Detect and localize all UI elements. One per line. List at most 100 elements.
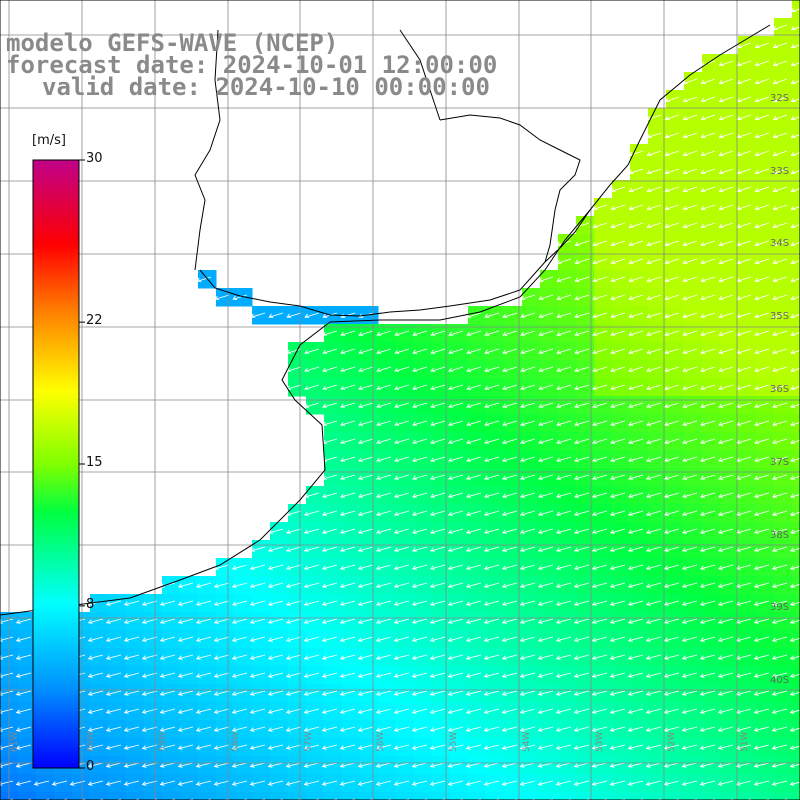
wind-arrow [520, 402, 536, 408]
wind-cell [270, 612, 289, 631]
wind-arrow [718, 510, 734, 516]
wind-cell [378, 396, 397, 415]
wind-cell [558, 360, 577, 379]
wind-cell [180, 612, 199, 631]
wind-arrow [754, 510, 770, 516]
wind-arrow [484, 312, 500, 318]
wind-cell [666, 270, 685, 289]
wind-cell [108, 738, 127, 757]
wind-cell [324, 630, 343, 649]
wind-arrow [123, 726, 140, 732]
wind-arrow [592, 240, 608, 246]
wind-cell [756, 216, 775, 235]
coastline [0, 24, 771, 616]
wind-cell [468, 738, 487, 757]
wind-cell [342, 468, 361, 487]
wind-cell [540, 306, 559, 325]
wind-cell [594, 234, 613, 253]
wind-cell [504, 720, 523, 739]
wind-cell [342, 324, 361, 343]
wind-arrow [394, 474, 410, 480]
wind-arrow [754, 186, 770, 192]
wind-cell [576, 612, 595, 631]
wind-arrow [790, 169, 800, 174]
wind-cell [666, 198, 685, 217]
wind-arrow [249, 690, 266, 696]
wind-cell [450, 360, 469, 379]
wind-cell [684, 702, 703, 721]
wind-arrow [682, 312, 698, 318]
wind-arrow [195, 600, 212, 606]
wind-cell [540, 270, 559, 289]
wind-cell [594, 360, 613, 379]
wind-cell [90, 738, 109, 757]
wind-cell [576, 360, 595, 379]
wind-cell [126, 684, 145, 703]
wind-cell [432, 558, 451, 577]
wind-arrow [772, 456, 788, 462]
wind-arrow [609, 762, 626, 768]
wind-cell [216, 666, 235, 685]
wind-arrow [627, 546, 644, 552]
wind-arrow [790, 493, 800, 498]
wind-arrow [285, 744, 302, 750]
wind-arrow [664, 312, 680, 318]
wind-arrow [484, 420, 500, 426]
wind-cell [504, 684, 523, 703]
wind-cell [396, 360, 415, 379]
wind-cell [414, 720, 433, 739]
wind-arrow [105, 618, 122, 624]
wind-cell [468, 720, 487, 739]
wind-arrow [502, 348, 518, 354]
wind-cell [666, 666, 685, 685]
wind-cell [450, 738, 469, 757]
wind-cell [396, 684, 415, 703]
wind-cell [540, 378, 559, 397]
wind-arrow [520, 330, 536, 336]
wind-arrow [105, 654, 122, 660]
wind-arrow [123, 708, 140, 714]
wind-cell [162, 576, 181, 595]
wind-cell [792, 234, 800, 253]
wind-cell [648, 396, 667, 415]
wind-cell [396, 432, 415, 451]
wind-arrow [754, 366, 770, 372]
wind-cell [450, 684, 469, 703]
wind-cell [756, 666, 775, 685]
wind-arrow [718, 276, 734, 282]
wind-cell [594, 216, 613, 235]
wind-cell [198, 738, 217, 757]
wind-cell [684, 774, 703, 793]
wind-arrow [771, 600, 788, 606]
wind-cell [324, 738, 343, 757]
wind-arrow [249, 780, 266, 786]
wind-arrow [519, 600, 536, 606]
wind-arrow [430, 384, 446, 390]
wind-arrow [699, 582, 716, 588]
wind-arrow [411, 582, 428, 588]
wind-arrow [790, 7, 800, 13]
wind-cell [450, 720, 469, 739]
wind-arrow [556, 312, 572, 318]
wind-arrow [429, 744, 446, 750]
wind-arrow [573, 744, 590, 750]
wind-arrow [465, 546, 482, 552]
wind-arrow [412, 348, 428, 354]
wind-arrow [519, 726, 536, 732]
wind-cell [612, 378, 631, 397]
wind-cell [414, 540, 433, 559]
wind-arrow [592, 366, 608, 372]
wind-arrow [754, 294, 770, 300]
wind-arrow [609, 744, 626, 750]
wind-arrow [501, 636, 518, 642]
wind-cell [576, 306, 595, 325]
wind-cell [378, 648, 397, 667]
wind-arrow [610, 384, 626, 390]
wind-arrow [682, 366, 698, 372]
wind-cell [486, 684, 505, 703]
wind-arrow [321, 690, 338, 696]
wind-arrow [717, 672, 734, 678]
wind-cell [144, 738, 163, 757]
wind-cell [234, 666, 253, 685]
